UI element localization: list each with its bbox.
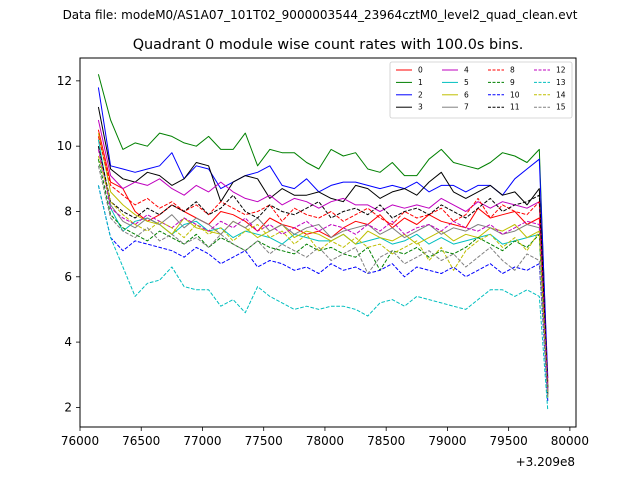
series-line-9 <box>97 159 549 395</box>
legend-label-10: 10 <box>510 90 520 99</box>
series-line-1 <box>97 74 549 388</box>
x-tick-label: 76000 <box>61 434 99 448</box>
legend-label-7: 7 <box>464 103 469 112</box>
y-tick-label: 2 <box>64 400 72 414</box>
legend-label-11: 11 <box>510 103 520 112</box>
x-tick-label: 79000 <box>428 434 466 448</box>
legend-label-0: 0 <box>418 66 423 75</box>
legend-label-3: 3 <box>418 103 423 112</box>
y-tick-label: 8 <box>64 204 72 218</box>
legend-label-2: 2 <box>418 90 423 99</box>
legend-label-13: 13 <box>556 78 566 87</box>
series-line-4 <box>97 119 549 395</box>
series-line-15 <box>97 165 549 398</box>
series-line-6 <box>97 132 549 392</box>
series-line-8 <box>97 136 549 385</box>
legend-frame <box>389 61 573 119</box>
x-tick-label: 78000 <box>306 434 344 448</box>
series-line-11 <box>97 146 549 388</box>
x-tick-label: 78500 <box>367 434 405 448</box>
series-line-14 <box>97 155 549 398</box>
series-line-2 <box>97 87 549 379</box>
x-tick-label: 77500 <box>245 434 283 448</box>
y-tick-label: 12 <box>57 74 72 88</box>
legend-label-8: 8 <box>510 66 515 75</box>
y-tick-label: 10 <box>57 139 72 153</box>
series-line-12 <box>97 149 549 392</box>
y-tick-label: 4 <box>64 335 72 349</box>
legend-label-1: 1 <box>418 78 423 87</box>
legend-label-12: 12 <box>556 66 566 75</box>
suptitle: Data file: modeM0/AS1A07_101T02_90000035… <box>63 8 578 22</box>
plot-area <box>79 57 577 428</box>
y-tick-label: 6 <box>64 270 72 284</box>
series-line-3 <box>97 106 549 392</box>
legend-label-9: 9 <box>510 78 515 87</box>
x-tick-label: 80000 <box>551 434 589 448</box>
legend-label-14: 14 <box>556 90 566 99</box>
series-line-5 <box>97 139 549 398</box>
legend-label-5: 5 <box>464 78 469 87</box>
legend-label-15: 15 <box>556 103 566 112</box>
x-tick-label: 79500 <box>490 434 528 448</box>
series-line-13 <box>97 185 549 411</box>
legend-label-6: 6 <box>464 90 469 99</box>
legend-label-4: 4 <box>464 66 469 75</box>
axes-frame <box>79 57 577 428</box>
chart-title: Quadrant 0 module wise count rates with … <box>133 37 524 53</box>
x-offset-label: +3.209e8 <box>516 455 575 469</box>
x-tick-label: 77000 <box>183 434 221 448</box>
y-axis: 2 4 6 8 10 12 <box>57 74 80 414</box>
series-line-7 <box>97 146 549 395</box>
x-axis: 76000 76500 77000 77500 78000 78500 79000 79500… <box>61 427 589 448</box>
x-tick-label: 76500 <box>122 434 160 448</box>
series-line-10 <box>97 185 549 401</box>
